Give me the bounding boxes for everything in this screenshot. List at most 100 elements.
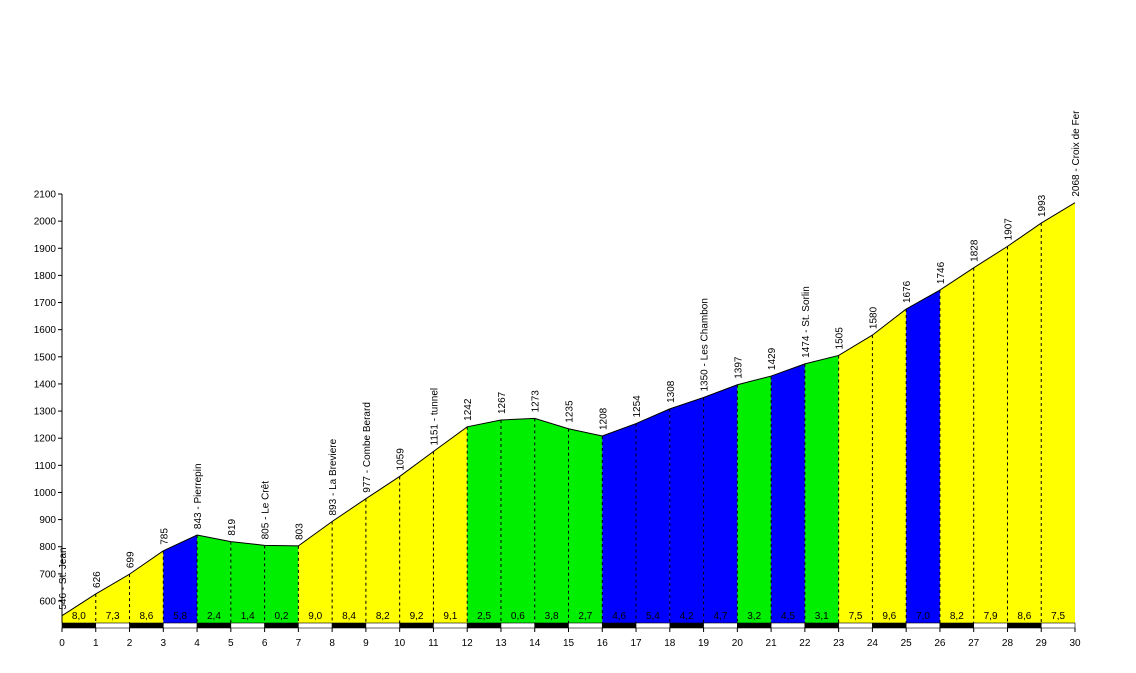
gradient-label: 9,2 xyxy=(410,611,424,622)
x-tick-label: 6 xyxy=(262,638,268,649)
x-tick-label: 13 xyxy=(495,638,507,649)
scale-bar-block xyxy=(973,622,1008,629)
gradient-label: 3,8 xyxy=(545,611,559,622)
gradient-label: 4,7 xyxy=(713,611,727,622)
gradient-label: 8,6 xyxy=(139,611,153,622)
profile-segment xyxy=(95,574,130,623)
km-dividers xyxy=(95,223,1042,623)
scale-bar-block xyxy=(196,622,232,629)
profile-segment xyxy=(534,418,569,623)
y-tick-label: 1200 xyxy=(34,434,57,445)
x-tick-label: 16 xyxy=(597,638,609,649)
scale-bar-block xyxy=(95,622,130,629)
x-tick-label: 23 xyxy=(833,638,845,649)
scale-bar-block xyxy=(534,622,569,629)
gradient-label: 7,9 xyxy=(984,611,998,622)
profile-segment xyxy=(737,376,772,623)
altitude-point-label: 699 xyxy=(126,551,137,568)
profile-segment xyxy=(1007,223,1042,624)
profile-segment xyxy=(771,363,805,623)
y-tick-label: 2100 xyxy=(34,190,57,201)
altitude-point-label: 1429 xyxy=(767,347,778,370)
scale-bar-block xyxy=(939,622,975,629)
x-tick-label: 14 xyxy=(529,638,541,649)
altitude-point-label: 1254 xyxy=(632,395,643,418)
gradient-label: 3,2 xyxy=(747,611,761,622)
y-tick-label: 2000 xyxy=(34,217,57,228)
gradient-label: 7,3 xyxy=(106,611,120,622)
x-tick-label: 9 xyxy=(363,638,369,649)
y-axis: 600 700 800 900 1000 1100 1200 1300 1400 1500 1600… xyxy=(34,190,63,623)
altitude-point-label: 1273 xyxy=(531,390,542,413)
gradient-label: 9,0 xyxy=(308,611,322,622)
profile-segment xyxy=(332,498,366,623)
y-tick-label: 1800 xyxy=(34,271,57,282)
scale-bar-block xyxy=(433,622,468,629)
x-tick-label: 17 xyxy=(630,638,642,649)
scale-bar-block xyxy=(331,622,367,629)
profile-segment xyxy=(264,545,299,623)
profile-segment xyxy=(163,535,198,623)
scale-bar-block xyxy=(163,622,198,629)
gradient-label: 9,1 xyxy=(443,611,457,622)
scale-bar-block xyxy=(1007,622,1042,629)
y-tick-label: 700 xyxy=(39,569,56,580)
scale-bar-block xyxy=(804,622,839,629)
profile-segment xyxy=(365,476,400,623)
profile-segment xyxy=(872,309,907,623)
x-tick-label: 30 xyxy=(1069,638,1081,649)
gradient-label: 4,2 xyxy=(680,611,694,622)
y-tick-label: 1700 xyxy=(34,298,57,309)
scale-bar-block xyxy=(500,622,536,629)
gradient-label: 5,4 xyxy=(646,611,660,622)
x-tick-label: 26 xyxy=(934,638,946,649)
y-tick-label: 1500 xyxy=(34,352,57,363)
x-tick-label: 22 xyxy=(799,638,811,649)
altitude-point-label: 805 - Le Crêt xyxy=(261,481,272,540)
profile-segment xyxy=(197,535,231,623)
x-tick-label: 21 xyxy=(766,638,778,649)
scale-bar-block xyxy=(129,622,164,629)
scale-bar-block xyxy=(230,622,265,629)
x-tick-label: 5 xyxy=(228,638,234,649)
altitude-point-label: 893 - La Breviere xyxy=(328,438,339,515)
altitude-point-label: 1580 xyxy=(868,306,879,329)
scale-bar-block xyxy=(399,622,434,629)
scale-bar-block xyxy=(905,622,941,629)
x-tick-label: 8 xyxy=(329,638,335,649)
altitude-point-label: 785 xyxy=(159,528,170,545)
altitude-point-label: 1746 xyxy=(936,261,947,284)
gradient-label: 8,6 xyxy=(1017,611,1031,622)
y-tick-label: 1600 xyxy=(34,325,57,336)
altitude-point-label: 1828 xyxy=(970,239,981,262)
gradient-label: 7,0 xyxy=(916,611,930,622)
altitude-point-label: 1474 - St. Sorlin xyxy=(801,286,812,358)
altitude-point-label: 1059 xyxy=(396,448,407,471)
profile-segment xyxy=(906,290,940,623)
scale-bar-block xyxy=(466,622,502,629)
x-tick-label: 0 xyxy=(59,638,65,649)
altitude-point-label: 1151 - tunnel xyxy=(429,388,440,446)
altitude-point-label: 546 - St. Jean xyxy=(58,547,69,609)
gradient-label: 8,2 xyxy=(950,611,964,622)
x-tick-label: 18 xyxy=(664,638,676,649)
profile-segment xyxy=(636,408,670,623)
scale-bar-block xyxy=(703,622,738,629)
profile-segment xyxy=(973,246,1008,623)
x-tick-label: 27 xyxy=(968,638,980,649)
profile-segment xyxy=(433,426,468,623)
x-tick-label: 7 xyxy=(296,638,302,649)
gradient-labels: 8,0 7,3 8,6 5,8 2,4 1,4 0,2 9,0 8,4 8,2 9,2 9,1 2,5 0… xyxy=(72,611,1066,622)
altitude-point-label: 977 - Combe Berard xyxy=(362,402,373,493)
y-tick-label: 1100 xyxy=(34,461,56,472)
x-tick-label: 1 xyxy=(93,638,99,649)
x-tick-label: 2 xyxy=(127,638,133,649)
y-tick-label: 1000 xyxy=(34,488,57,499)
altitude-point-label: 2068 - Croix de Fer xyxy=(1071,110,1082,197)
x-tick-label: 11 xyxy=(428,638,439,649)
x-tick-label: 28 xyxy=(1002,638,1014,649)
altitude-point-labels: 546 - St. Jean 626 699 785 843 - Pierrepin 81… xyxy=(58,110,1082,610)
scale-bar-block xyxy=(669,622,704,629)
profile-segment xyxy=(804,355,839,623)
scale-bar-block xyxy=(601,622,637,629)
